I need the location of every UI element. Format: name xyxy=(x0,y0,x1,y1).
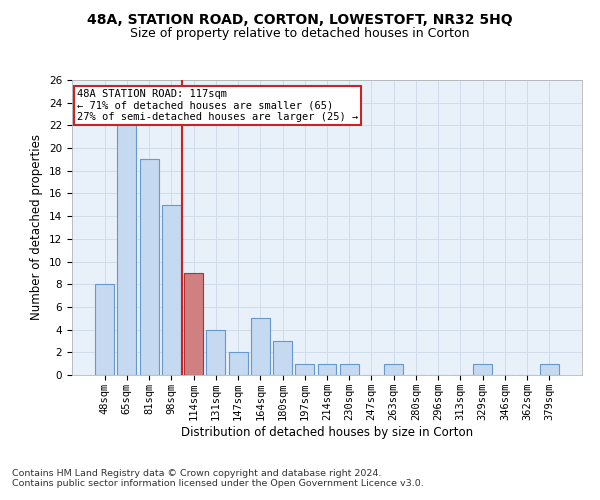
Bar xyxy=(540,364,559,375)
Text: Size of property relative to detached houses in Corton: Size of property relative to detached ho… xyxy=(130,28,470,40)
Bar xyxy=(229,352,248,375)
Text: Contains HM Land Registry data © Crown copyright and database right 2024.: Contains HM Land Registry data © Crown c… xyxy=(12,468,382,477)
Bar xyxy=(340,364,359,375)
Bar xyxy=(384,364,403,375)
Text: 48A, STATION ROAD, CORTON, LOWESTOFT, NR32 5HQ: 48A, STATION ROAD, CORTON, LOWESTOFT, NR… xyxy=(87,12,513,26)
Bar xyxy=(162,205,181,375)
Bar xyxy=(206,330,225,375)
Y-axis label: Number of detached properties: Number of detached properties xyxy=(31,134,43,320)
Text: Contains public sector information licensed under the Open Government Licence v3: Contains public sector information licen… xyxy=(12,478,424,488)
Bar xyxy=(184,273,203,375)
Bar xyxy=(140,160,158,375)
Text: 48A STATION ROAD: 117sqm
← 71% of detached houses are smaller (65)
27% of semi-d: 48A STATION ROAD: 117sqm ← 71% of detach… xyxy=(77,89,358,122)
X-axis label: Distribution of detached houses by size in Corton: Distribution of detached houses by size … xyxy=(181,426,473,438)
Bar xyxy=(251,318,270,375)
Bar xyxy=(473,364,492,375)
Bar xyxy=(295,364,314,375)
Bar xyxy=(273,341,292,375)
Bar xyxy=(95,284,114,375)
Bar xyxy=(118,126,136,375)
Bar xyxy=(317,364,337,375)
